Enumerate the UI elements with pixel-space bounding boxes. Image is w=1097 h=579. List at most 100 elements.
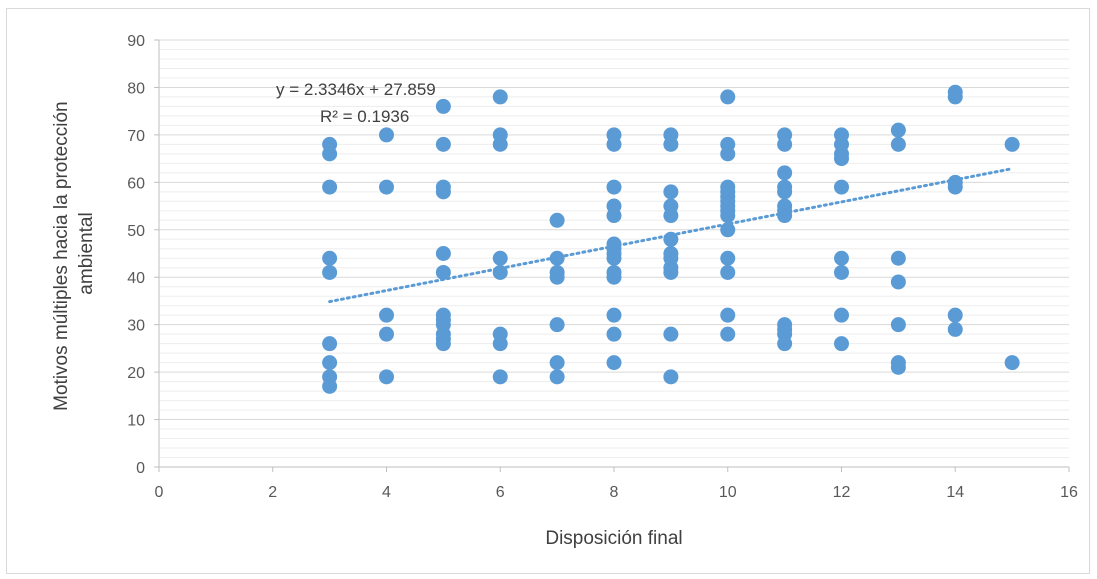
- data-point: [720, 222, 736, 238]
- chart-frame: [6, 8, 1090, 574]
- data-point: [890, 359, 906, 375]
- x-tick-label: 10: [719, 484, 737, 501]
- y-tick-label: 40: [127, 270, 145, 287]
- data-point: [435, 246, 451, 261]
- data-point: [322, 378, 338, 394]
- x-tick-label: 6: [496, 484, 505, 501]
- data-point: [435, 336, 451, 352]
- data-point: [322, 264, 338, 280]
- data-point: [834, 307, 849, 323]
- data-point: [834, 336, 849, 352]
- data-point: [663, 326, 679, 342]
- data-point: [947, 89, 963, 105]
- data-point: [890, 274, 906, 290]
- data-point: [606, 307, 622, 323]
- data-point: [720, 307, 736, 323]
- data-point: [379, 326, 394, 342]
- y-tick-label: 10: [127, 413, 145, 430]
- data-point: [606, 355, 622, 371]
- x-tick-label: 2: [268, 484, 277, 501]
- data-point: [492, 250, 508, 266]
- data-point: [890, 122, 906, 138]
- data-point: [720, 264, 736, 280]
- data-point: [379, 127, 394, 143]
- data-point: [606, 179, 622, 195]
- y-tick-label: 0: [136, 460, 145, 477]
- data-point: [606, 250, 622, 266]
- y-tick-label: 90: [127, 33, 145, 50]
- y-tick-label: 30: [127, 318, 145, 335]
- data-point: [720, 208, 736, 224]
- x-tick-label: 8: [610, 484, 619, 501]
- data-point: [492, 336, 508, 352]
- data-point: [777, 165, 793, 181]
- data-point: [322, 355, 338, 371]
- data-point: [834, 250, 849, 266]
- data-point: [606, 326, 622, 342]
- y-tick-label: 50: [127, 223, 145, 240]
- data-point: [663, 184, 679, 200]
- x-tick-label: 12: [833, 484, 851, 501]
- data-point: [663, 264, 679, 280]
- data-point: [663, 231, 679, 247]
- data-point: [834, 264, 849, 280]
- data-point: [435, 264, 451, 280]
- data-points: [322, 84, 1020, 394]
- data-point: [777, 184, 793, 200]
- x-tick-label: 16: [1060, 484, 1078, 501]
- data-point: [663, 369, 679, 385]
- data-point: [549, 355, 565, 371]
- y-axis-title-line-1: Motivos múltiples hacia la protección: [51, 101, 72, 410]
- data-point: [435, 136, 451, 152]
- data-point: [549, 369, 565, 385]
- data-point: [435, 184, 451, 200]
- data-point: [890, 250, 906, 266]
- y-tick-label: 80: [127, 80, 145, 97]
- data-point: [322, 250, 338, 266]
- data-point: [549, 250, 565, 266]
- data-point: [606, 269, 622, 285]
- y-tick-label: 20: [127, 365, 145, 382]
- y-tick-label: 60: [127, 175, 145, 192]
- data-point: [720, 146, 736, 162]
- data-point: [947, 321, 963, 337]
- data-point: [777, 336, 793, 352]
- x-tick-label: 4: [382, 484, 391, 501]
- y-axis-title-line-2: ambiental: [76, 212, 97, 294]
- data-point: [663, 136, 679, 152]
- data-point: [549, 212, 565, 228]
- data-point: [890, 317, 906, 333]
- data-point: [720, 326, 736, 342]
- data-point: [606, 208, 622, 224]
- data-point: [777, 136, 793, 152]
- data-point: [322, 146, 338, 162]
- data-point: [492, 89, 508, 105]
- y-tick-label: 70: [127, 128, 145, 145]
- data-point: [379, 369, 394, 385]
- data-point: [322, 179, 338, 195]
- data-point: [777, 208, 793, 224]
- data-point: [890, 136, 906, 152]
- trendline-r-squared: R² = 0.1936: [320, 107, 409, 126]
- data-point: [435, 98, 451, 114]
- data-point: [834, 151, 849, 167]
- data-point: [549, 317, 565, 333]
- data-point: [720, 250, 736, 266]
- data-point: [1004, 355, 1020, 371]
- data-point: [720, 89, 736, 105]
- data-point: [606, 136, 622, 152]
- data-point: [322, 336, 338, 352]
- data-point: [1004, 136, 1020, 152]
- x-tick-label: 0: [155, 484, 164, 501]
- data-point: [663, 208, 679, 224]
- data-point: [947, 179, 963, 195]
- data-point: [492, 369, 508, 385]
- data-point: [834, 179, 849, 195]
- x-tick-label: 14: [946, 484, 964, 501]
- axes: [154, 39, 1070, 472]
- data-point: [947, 307, 963, 323]
- data-point: [492, 264, 508, 280]
- trendline-equation: y = 2.3346x + 27.859: [276, 80, 436, 99]
- data-point: [549, 269, 565, 285]
